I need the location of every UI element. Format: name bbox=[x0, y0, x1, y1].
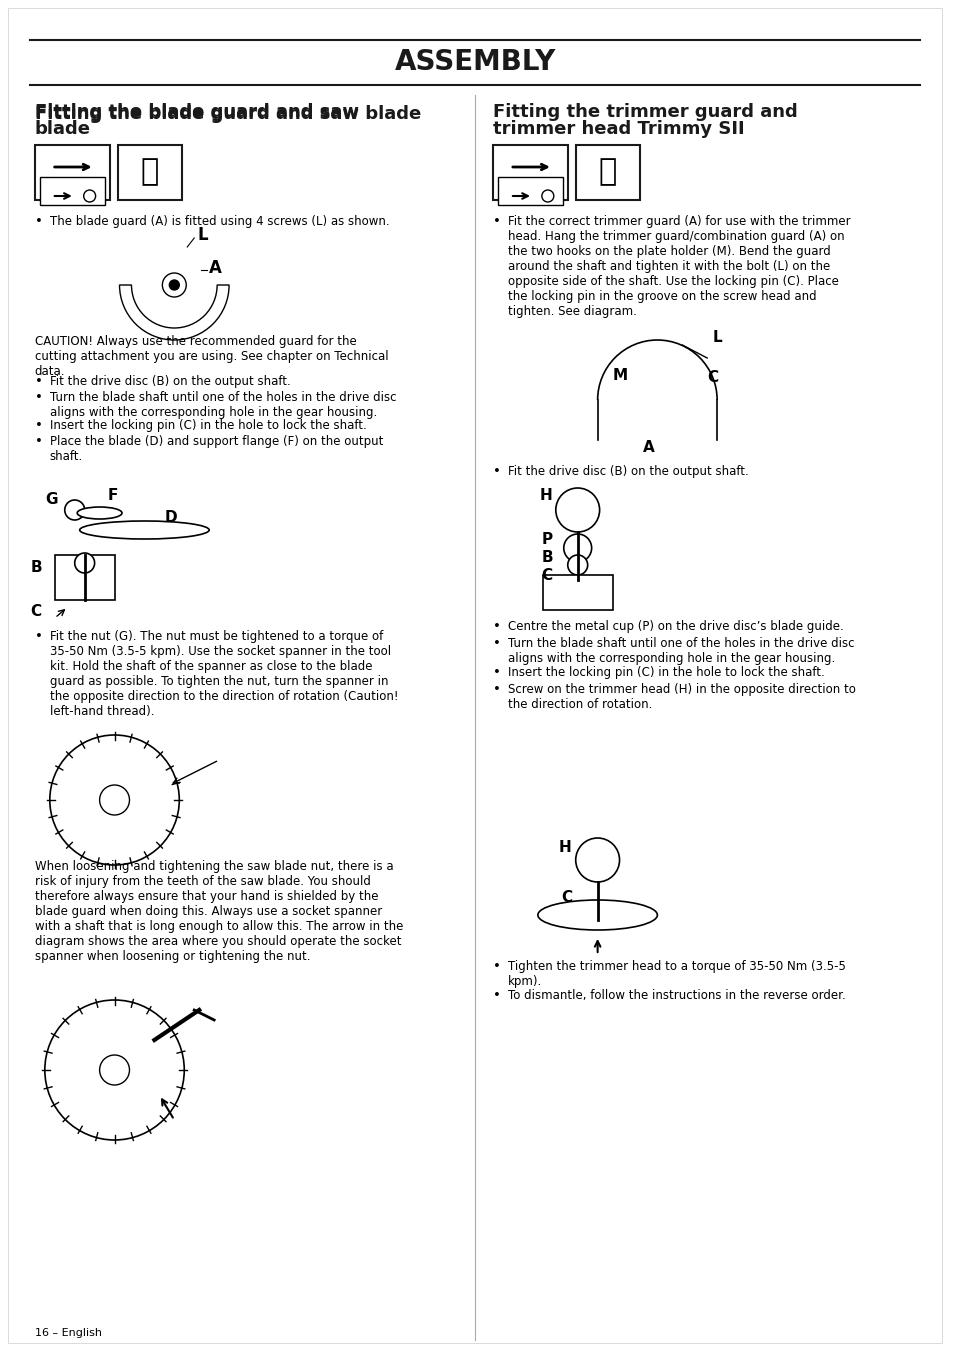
Circle shape bbox=[567, 555, 587, 576]
Text: H: H bbox=[539, 488, 552, 503]
Text: •: • bbox=[35, 215, 43, 228]
Text: B: B bbox=[540, 550, 552, 566]
Text: Turn the blade shaft until one of the holes in the drive disc
aligns with the co: Turn the blade shaft until one of the ho… bbox=[507, 638, 854, 665]
Text: A: A bbox=[641, 440, 654, 455]
Bar bbox=[497, 177, 562, 205]
Text: Insert the locking pin (C) in the hole to lock the shaft.: Insert the locking pin (C) in the hole t… bbox=[507, 666, 823, 680]
Bar bbox=[40, 177, 105, 205]
Text: Tighten the trimmer head to a torque of 35-50 Nm (3.5-5
kpm).: Tighten the trimmer head to a torque of … bbox=[507, 961, 845, 988]
Text: When loosening and tightening the saw blade nut, there is a
risk of injury from : When loosening and tightening the saw bl… bbox=[35, 861, 403, 963]
Text: •: • bbox=[35, 390, 43, 404]
Text: C: C bbox=[706, 370, 718, 385]
Circle shape bbox=[556, 488, 599, 532]
Bar bbox=[117, 145, 182, 200]
Text: Centre the metal cup (P) on the drive disc’s blade guide.: Centre the metal cup (P) on the drive di… bbox=[507, 620, 842, 634]
Circle shape bbox=[563, 534, 591, 562]
Circle shape bbox=[65, 500, 85, 520]
Text: D: D bbox=[164, 511, 177, 526]
Text: •: • bbox=[493, 638, 500, 650]
Text: To dismantle, follow the instructions in the reverse order.: To dismantle, follow the instructions in… bbox=[507, 989, 845, 1002]
Bar bbox=[542, 576, 612, 611]
Text: Fit the correct trimmer guard (A) for use with the trimmer
head. Hang the trimme: Fit the correct trimmer guard (A) for us… bbox=[507, 215, 850, 317]
Text: 🔧: 🔧 bbox=[598, 158, 616, 186]
Circle shape bbox=[169, 280, 179, 290]
Text: 🧤: 🧤 bbox=[140, 158, 158, 186]
Text: A: A bbox=[209, 259, 222, 277]
Circle shape bbox=[575, 838, 618, 882]
Bar bbox=[35, 145, 110, 200]
Text: M: M bbox=[612, 367, 627, 382]
Text: F: F bbox=[108, 488, 118, 503]
Text: H: H bbox=[558, 840, 571, 855]
Circle shape bbox=[84, 190, 95, 203]
Text: Turn the blade shaft until one of the holes in the drive disc
aligns with the co: Turn the blade shaft until one of the ho… bbox=[50, 390, 395, 419]
Text: •: • bbox=[493, 620, 500, 634]
Circle shape bbox=[99, 1055, 130, 1085]
Circle shape bbox=[162, 273, 186, 297]
Text: Fitting the blade guard and saw: Fitting the blade guard and saw bbox=[35, 103, 358, 122]
Circle shape bbox=[99, 785, 130, 815]
Text: C: C bbox=[541, 567, 552, 582]
Text: Fit the drive disc (B) on the output shaft.: Fit the drive disc (B) on the output sha… bbox=[507, 465, 748, 478]
Text: blade: blade bbox=[35, 120, 91, 138]
Text: L: L bbox=[197, 226, 208, 245]
Text: The blade guard (A) is fitted using 4 screws (L) as shown.: The blade guard (A) is fitted using 4 sc… bbox=[50, 215, 389, 228]
Text: Fit the nut (G). The nut must be tightened to a torque of
35-50 Nm (3.5-5 kpm). : Fit the nut (G). The nut must be tighten… bbox=[50, 630, 398, 717]
Text: Place the blade (D) and support flange (F) on the output
shaft.: Place the blade (D) and support flange (… bbox=[50, 435, 383, 463]
Ellipse shape bbox=[537, 900, 657, 929]
Bar bbox=[575, 145, 639, 200]
Circle shape bbox=[45, 1000, 184, 1140]
Text: B: B bbox=[30, 561, 42, 576]
Text: •: • bbox=[35, 419, 43, 432]
Text: •: • bbox=[493, 961, 500, 973]
Text: ASSEMBLY: ASSEMBLY bbox=[394, 49, 556, 76]
Text: P: P bbox=[541, 532, 552, 547]
Ellipse shape bbox=[80, 521, 209, 539]
Text: Fitting the blade guard and saw blade: Fitting the blade guard and saw blade bbox=[35, 105, 420, 123]
Ellipse shape bbox=[77, 507, 122, 519]
Text: Fitting the trimmer guard and: Fitting the trimmer guard and bbox=[493, 103, 797, 122]
Text: •: • bbox=[493, 215, 500, 228]
Text: Insert the locking pin (C) in the hole to lock the shaft.: Insert the locking pin (C) in the hole t… bbox=[50, 419, 366, 432]
Bar bbox=[54, 555, 114, 600]
Text: 16 – English: 16 – English bbox=[35, 1328, 102, 1337]
Text: •: • bbox=[493, 465, 500, 478]
Text: Fit the drive disc (B) on the output shaft.: Fit the drive disc (B) on the output sha… bbox=[50, 376, 291, 388]
Text: L: L bbox=[712, 331, 721, 346]
Text: Screw on the trimmer head (H) in the opposite direction to
the direction of rota: Screw on the trimmer head (H) in the opp… bbox=[507, 684, 855, 711]
Text: •: • bbox=[493, 684, 500, 696]
Circle shape bbox=[50, 735, 179, 865]
Text: G: G bbox=[45, 493, 58, 508]
Text: •: • bbox=[35, 630, 43, 643]
Text: •: • bbox=[493, 989, 500, 1002]
Text: •: • bbox=[493, 666, 500, 680]
Wedge shape bbox=[119, 285, 229, 340]
Text: CAUTION! Always use the recommended guard for the
cutting attachment you are usi: CAUTION! Always use the recommended guar… bbox=[35, 335, 388, 378]
Text: •: • bbox=[35, 376, 43, 388]
Circle shape bbox=[74, 553, 94, 573]
Text: trimmer head Trimmy SII: trimmer head Trimmy SII bbox=[493, 120, 744, 138]
Text: C: C bbox=[561, 890, 572, 905]
Text: •: • bbox=[35, 435, 43, 449]
Text: C: C bbox=[30, 604, 42, 620]
Bar bbox=[493, 145, 567, 200]
Circle shape bbox=[541, 190, 554, 203]
